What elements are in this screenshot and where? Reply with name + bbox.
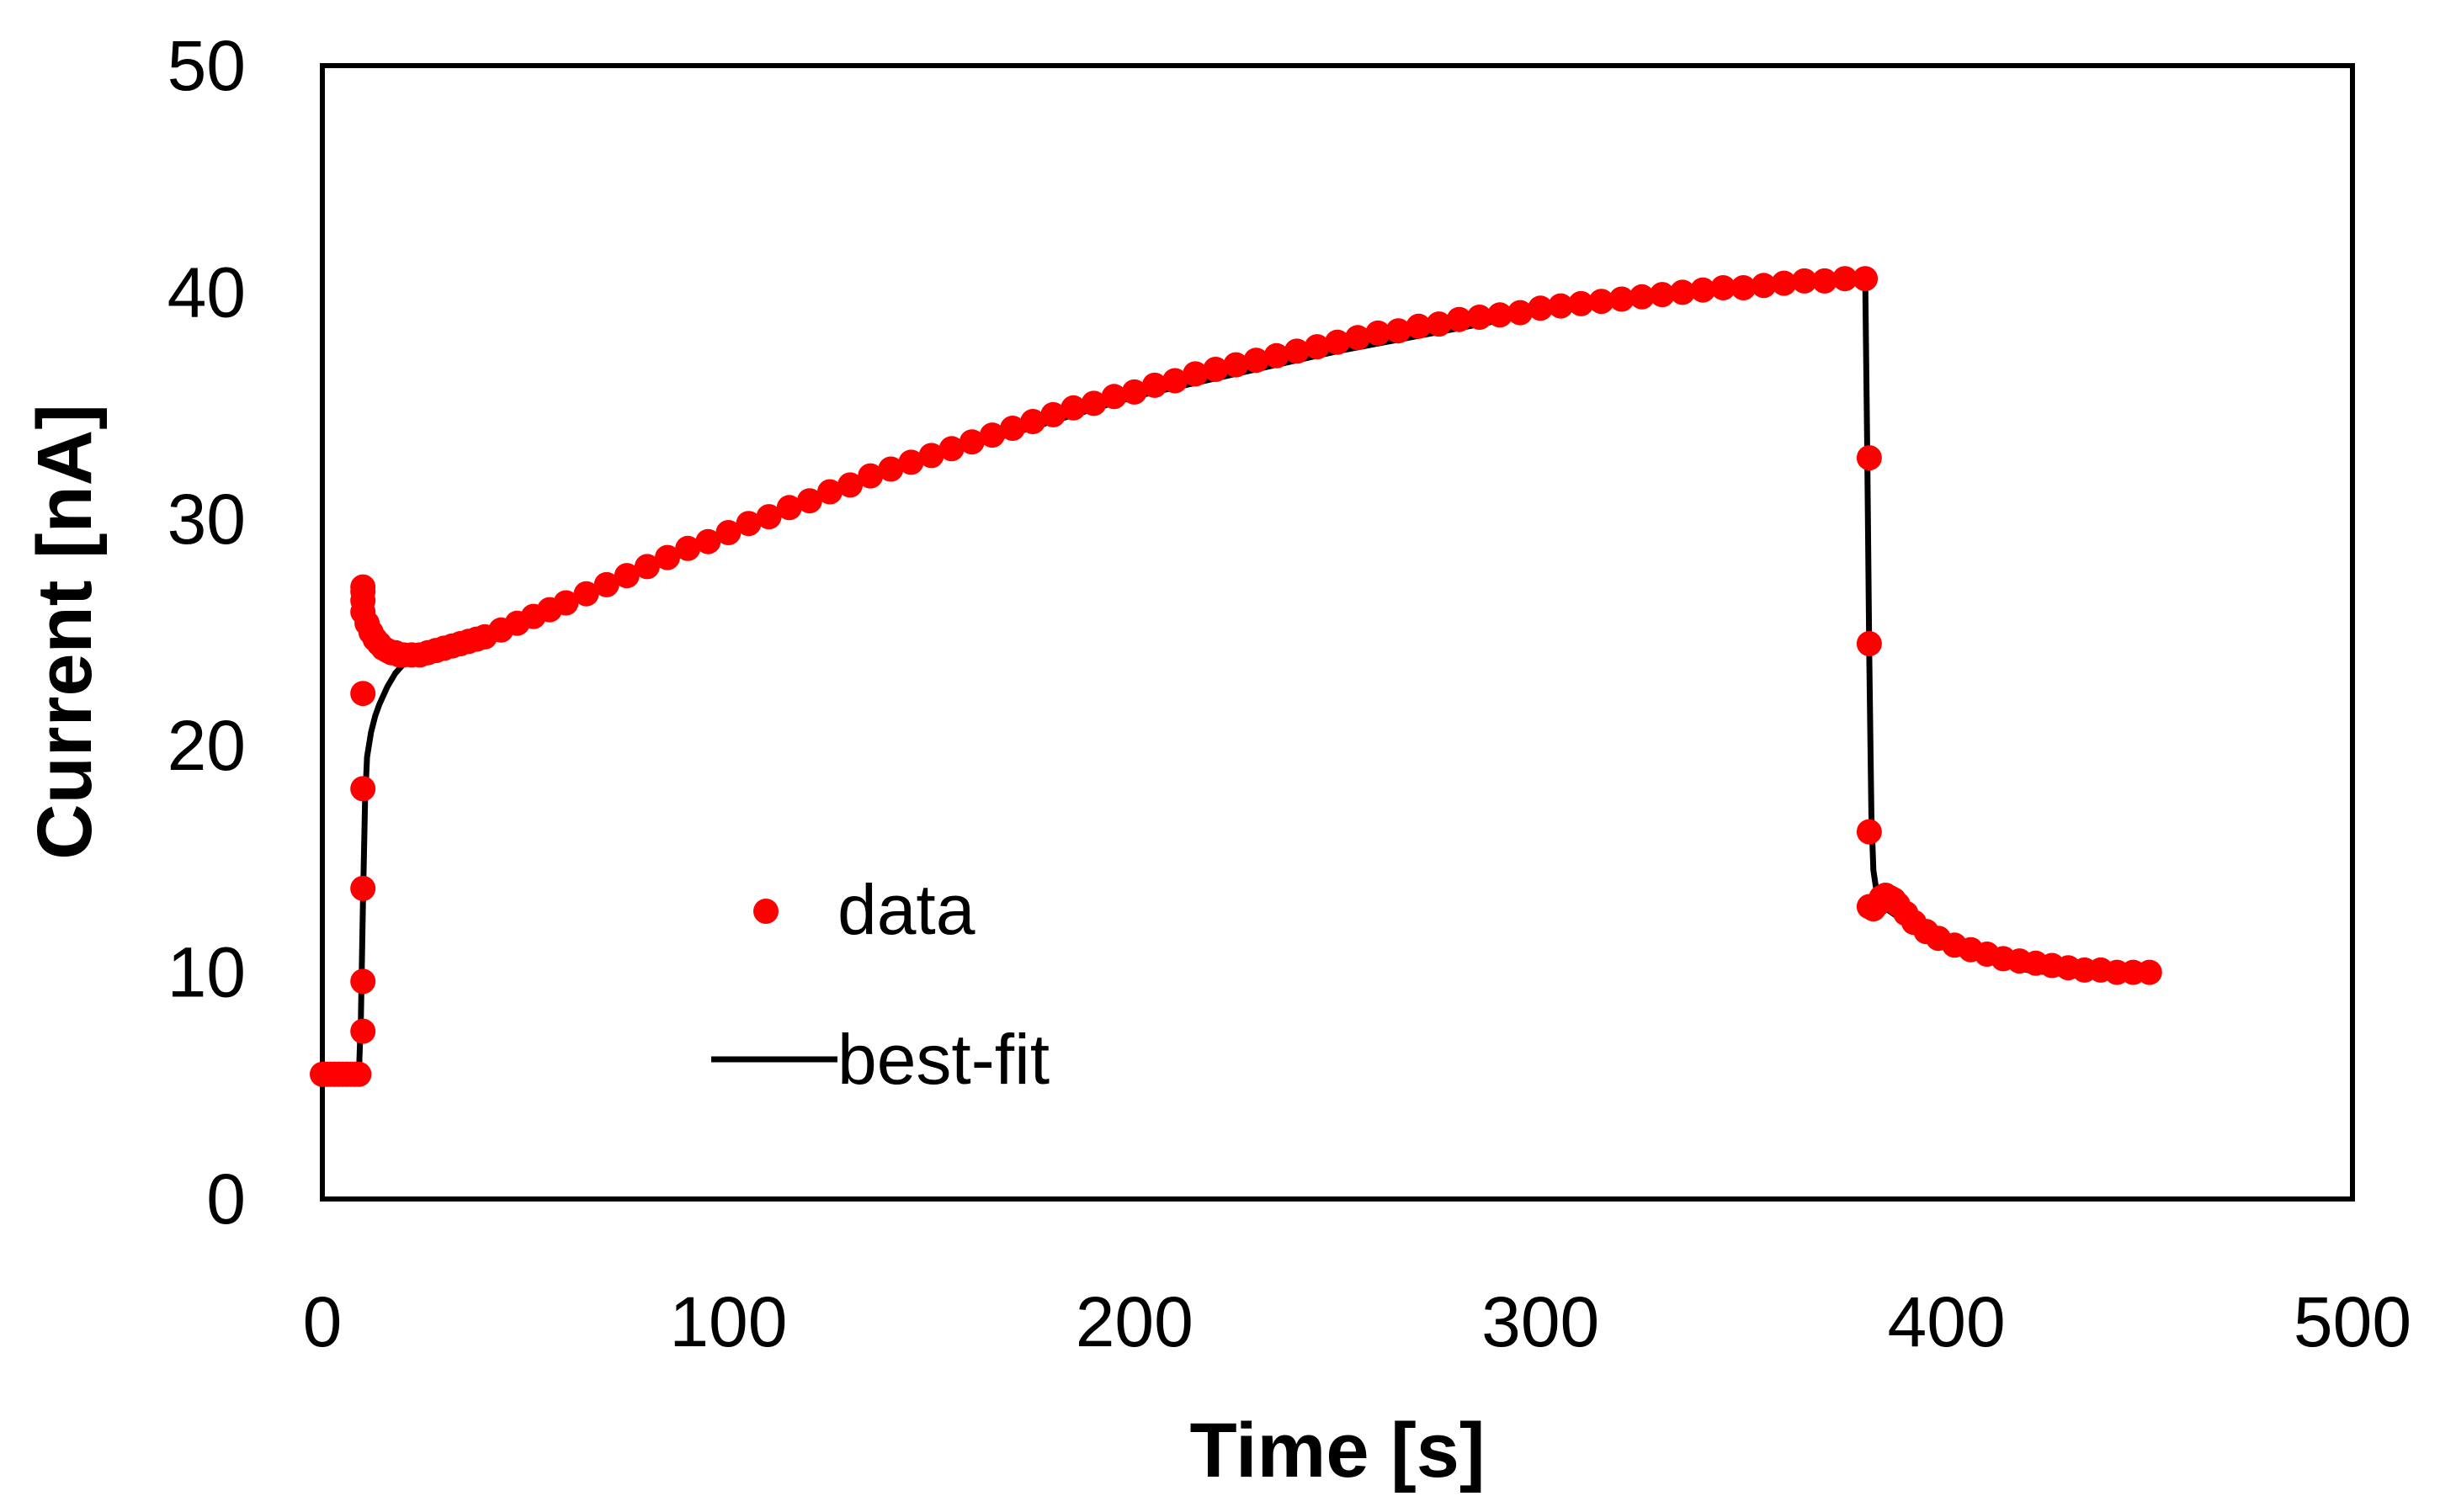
data-point xyxy=(1040,401,1066,427)
data-point xyxy=(1856,631,1882,656)
data-point xyxy=(1588,289,1614,315)
data-point xyxy=(736,511,762,537)
data-point xyxy=(1791,268,1817,294)
data-point xyxy=(1487,302,1512,328)
data-point xyxy=(1081,390,1107,416)
legend-data-label: data xyxy=(837,870,975,949)
data-point xyxy=(350,776,376,802)
data-point xyxy=(1203,357,1229,382)
data-point xyxy=(1345,325,1371,351)
data-point xyxy=(858,463,884,489)
data-point xyxy=(2136,959,2162,985)
data-point xyxy=(1853,266,1879,292)
y-axis-title: Current [nA] xyxy=(22,404,108,860)
data-point xyxy=(695,528,721,554)
y-tick-label: 10 xyxy=(167,933,246,1012)
data-point xyxy=(614,563,640,589)
data-point xyxy=(898,449,924,475)
data-point xyxy=(350,875,376,901)
data-point xyxy=(1365,320,1391,346)
data-point xyxy=(1162,368,1188,394)
data-point xyxy=(553,590,579,616)
data-point xyxy=(675,535,701,561)
data-point xyxy=(1466,305,1492,330)
data-point xyxy=(1730,275,1757,300)
data-point xyxy=(1548,293,1574,319)
data-point xyxy=(1020,409,1046,434)
data-point xyxy=(1000,416,1026,441)
data-point xyxy=(350,1018,376,1044)
data-point xyxy=(1243,347,1269,374)
data-point xyxy=(1507,300,1534,326)
data-point xyxy=(1406,313,1432,339)
data-point xyxy=(1690,277,1716,303)
data-point xyxy=(1101,384,1127,410)
x-tick-label: 400 xyxy=(1888,1282,2006,1361)
data-point xyxy=(1061,395,1087,421)
data-point xyxy=(655,544,680,570)
data-point xyxy=(980,422,1005,448)
data-point xyxy=(959,429,985,455)
data-point xyxy=(1426,311,1452,337)
data-point xyxy=(1325,329,1350,355)
data-point xyxy=(1832,266,1858,292)
data-point xyxy=(1121,379,1147,405)
x-tick-label: 0 xyxy=(303,1282,343,1361)
data-point xyxy=(1528,295,1554,321)
data-point xyxy=(573,581,599,607)
legend: data best-fit xyxy=(711,870,1050,1099)
data-point xyxy=(1446,306,1472,332)
data-point xyxy=(1856,819,1882,845)
data-point xyxy=(1608,286,1635,312)
data-point xyxy=(817,479,843,505)
data-point xyxy=(1811,268,1837,294)
data-point xyxy=(350,681,376,707)
data-point xyxy=(1649,282,1675,308)
data-point xyxy=(1223,352,1249,378)
data-point xyxy=(776,495,802,521)
legend-best-fit-label: best-fit xyxy=(837,1020,1050,1099)
data-point xyxy=(715,520,742,545)
y-tick-label: 0 xyxy=(206,1159,246,1239)
y-tick-label: 50 xyxy=(167,26,246,105)
y-tick-label: 30 xyxy=(167,480,246,559)
data-point xyxy=(918,443,944,469)
x-tick-label: 100 xyxy=(669,1282,787,1361)
data-point xyxy=(1304,334,1330,360)
data-markers-layer xyxy=(310,266,2162,1087)
y-tick-label: 20 xyxy=(167,706,246,785)
data-point xyxy=(1771,270,1797,296)
data-point xyxy=(593,571,619,597)
data-point xyxy=(1183,361,1209,387)
data-point xyxy=(1284,338,1310,364)
data-point xyxy=(1263,342,1289,369)
data-point xyxy=(1856,445,1882,471)
data-point xyxy=(756,504,782,530)
data-point xyxy=(837,472,864,498)
data-point xyxy=(634,554,660,580)
x-axis-ticks: 0 100 200 300 400 500 xyxy=(303,1282,2411,1361)
y-axis-ticks: 0 10 20 30 40 50 xyxy=(167,26,246,1239)
data-point xyxy=(1385,318,1411,344)
x-axis-title: Time [s] xyxy=(1189,1408,1485,1493)
data-point xyxy=(796,488,822,514)
plot-area-frame xyxy=(320,63,2355,1202)
x-tick-label: 300 xyxy=(1481,1282,1599,1361)
data-point xyxy=(346,1061,372,1087)
x-tick-label: 200 xyxy=(1076,1282,1193,1361)
legend-data-marker xyxy=(753,899,779,924)
data-point xyxy=(878,456,904,482)
data-point xyxy=(1751,273,1777,299)
data-point xyxy=(1141,372,1167,398)
data-point xyxy=(938,436,965,462)
data-point xyxy=(1710,275,1736,300)
x-tick-label: 500 xyxy=(2294,1282,2411,1361)
data-point xyxy=(1629,284,1655,310)
data-point xyxy=(1568,290,1594,316)
data-point xyxy=(350,968,376,995)
data-point xyxy=(1670,279,1695,305)
y-tick-label: 40 xyxy=(167,252,246,332)
